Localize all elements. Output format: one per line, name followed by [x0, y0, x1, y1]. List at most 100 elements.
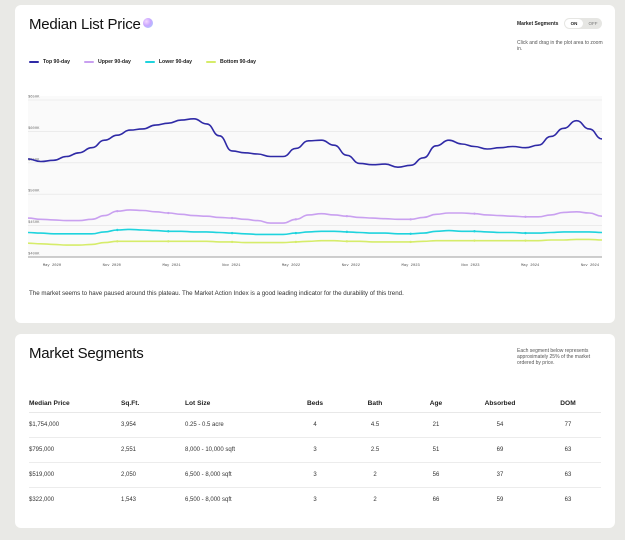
- column-header: Age: [407, 396, 465, 413]
- age-cell: 56: [407, 462, 465, 488]
- legend-item-bottom[interactable]: Bottom 90-day: [206, 59, 256, 65]
- legend-label: Upper 90-day: [98, 59, 131, 65]
- table-row: $795,000 2,551 8,000 - 10,000 sqft 3 2.5…: [29, 437, 601, 463]
- info-icon[interactable]: [143, 18, 153, 28]
- series-point: [473, 239, 476, 242]
- series-point: [473, 230, 476, 233]
- series-point: [230, 216, 234, 220]
- column-header: Beds: [287, 396, 343, 413]
- series-point: [167, 211, 170, 215]
- market-segments-title: Market Segments: [29, 345, 144, 362]
- market-segments-card: Market Segments Each segment below repre…: [15, 334, 615, 528]
- series-point: [409, 240, 412, 244]
- median-list-price-card: Median List Price Market Segments ON OFF…: [15, 5, 615, 323]
- lot-size-cell: 0.25 - 0.5 acre: [185, 412, 287, 438]
- market-segments-toggle[interactable]: ON OFF: [564, 18, 602, 29]
- legend-item-upper[interactable]: Upper 90-day: [84, 59, 131, 65]
- column-header: DOM: [535, 396, 601, 413]
- legend-item-lower[interactable]: Lower 90-day: [144, 59, 193, 65]
- age-cell: 21: [407, 412, 465, 438]
- lot-size-cell: 6,500 - 8,000 sqft: [185, 496, 232, 503]
- y-tick-label: $450K: [28, 220, 40, 225]
- sqft-cell: 1,543: [121, 496, 137, 503]
- x-tick-label: Nov 2020: [103, 264, 122, 268]
- column-header: Bath: [343, 396, 407, 413]
- median-price-cell: $1,754,000: [29, 412, 121, 438]
- bath-cell: 4.5: [343, 412, 407, 438]
- median-price-cell: $322,000: [29, 496, 55, 503]
- series-point: [409, 232, 412, 235]
- series-line-bottom-90-day: [27, 238, 603, 246]
- legend-swatch: [144, 61, 155, 63]
- dom-cell: 63: [564, 496, 572, 503]
- series-point: [345, 240, 349, 243]
- x-tick-label: Nov 2024: [581, 264, 600, 268]
- bath-cell: 2: [343, 462, 407, 488]
- y-tick-label: $600K: [28, 126, 40, 131]
- absorbed-cell: 54: [465, 412, 535, 438]
- legend-swatch: [206, 61, 217, 63]
- series-line-upper-90-day: [27, 209, 603, 224]
- dom-cell: 77: [535, 412, 601, 438]
- toggle-off-option[interactable]: OFF: [588, 21, 598, 26]
- series-point: [167, 230, 170, 233]
- x-tick-label: May 2021: [162, 264, 181, 268]
- x-tick-label: Nov 2021: [222, 264, 241, 268]
- series-point: [116, 209, 119, 213]
- series-point: [116, 240, 119, 243]
- legend-item-top[interactable]: Top 90-day: [29, 59, 70, 65]
- table-header-row: Median Price Sq.Ft. Lot Size Beds Bath A…: [29, 396, 601, 413]
- x-tick-label: May 2020: [43, 264, 62, 268]
- column-header: Absorbed: [465, 396, 535, 413]
- absorbed-cell: 37: [465, 462, 535, 488]
- series-point: [116, 228, 119, 232]
- beds-cell: 3: [287, 462, 343, 488]
- x-tick-label: May 2022: [282, 264, 301, 268]
- table-row: $322,000 1,543 6,500 - 8,000 sqft 3 2 66…: [29, 487, 601, 512]
- y-tick-label: $400K: [28, 252, 40, 257]
- legend-swatch: [29, 61, 39, 63]
- dom-cell: 63: [535, 462, 601, 488]
- series-line-lower-90-day: [27, 228, 603, 236]
- x-tick-label: May 2024: [521, 264, 540, 268]
- median-list-price-title: Median List Price: [29, 16, 141, 33]
- column-header: Lot Size: [185, 396, 287, 413]
- series-point: [524, 239, 527, 242]
- table-row: $1,754,000 3,954 0.25 - 0.5 acre 4 4.5 2…: [29, 412, 601, 438]
- absorbed-cell: 59: [496, 496, 504, 503]
- series-point: [294, 218, 298, 221]
- series-point: [524, 231, 527, 235]
- zoom-hint: Click and drag in the plot area to zoom …: [517, 40, 603, 52]
- market-segments-table: Median Price Sq.Ft. Lot Size Beds Bath A…: [29, 396, 601, 512]
- series-point: [409, 218, 412, 221]
- series-point: [294, 240, 298, 244]
- legend-swatch: [84, 61, 94, 63]
- sqft-cell: 2,050: [121, 462, 185, 488]
- series-point: [230, 240, 234, 244]
- series-point: [524, 215, 527, 219]
- legend-label: Top 90-day: [43, 59, 70, 65]
- lot-size-cell: 8,000 - 10,000 sqft: [185, 437, 287, 463]
- legend-label: Lower 90-day: [158, 59, 193, 65]
- x-tick-label: May 2023: [402, 264, 421, 268]
- median-price-cell: $519,000: [29, 462, 121, 488]
- sqft-cell: 2,551: [121, 437, 185, 463]
- median-price-cell: $795,000: [29, 437, 121, 463]
- age-cell: 66: [432, 496, 440, 503]
- series-point: [294, 231, 298, 235]
- sqft-cell: 3,954: [121, 412, 185, 438]
- column-header: Median Price: [29, 396, 121, 413]
- bath-cell: 2.5: [343, 437, 407, 463]
- lot-size-cell: 6,500 - 8,000 sqft: [185, 462, 287, 488]
- toggle-on-option[interactable]: ON: [565, 19, 583, 28]
- series-line-top-90-day: [27, 118, 603, 168]
- series-point: [345, 230, 349, 234]
- chart-legend: Top 90-day Upper 90-day Lower 90-day Bot…: [29, 59, 256, 65]
- absorbed-cell: 69: [465, 437, 535, 463]
- series-point: [167, 240, 170, 243]
- beds-cell: 4: [287, 412, 343, 438]
- x-tick-label: Nov 2022: [342, 264, 361, 268]
- series-point: [345, 214, 349, 218]
- dom-cell: 63: [535, 437, 601, 463]
